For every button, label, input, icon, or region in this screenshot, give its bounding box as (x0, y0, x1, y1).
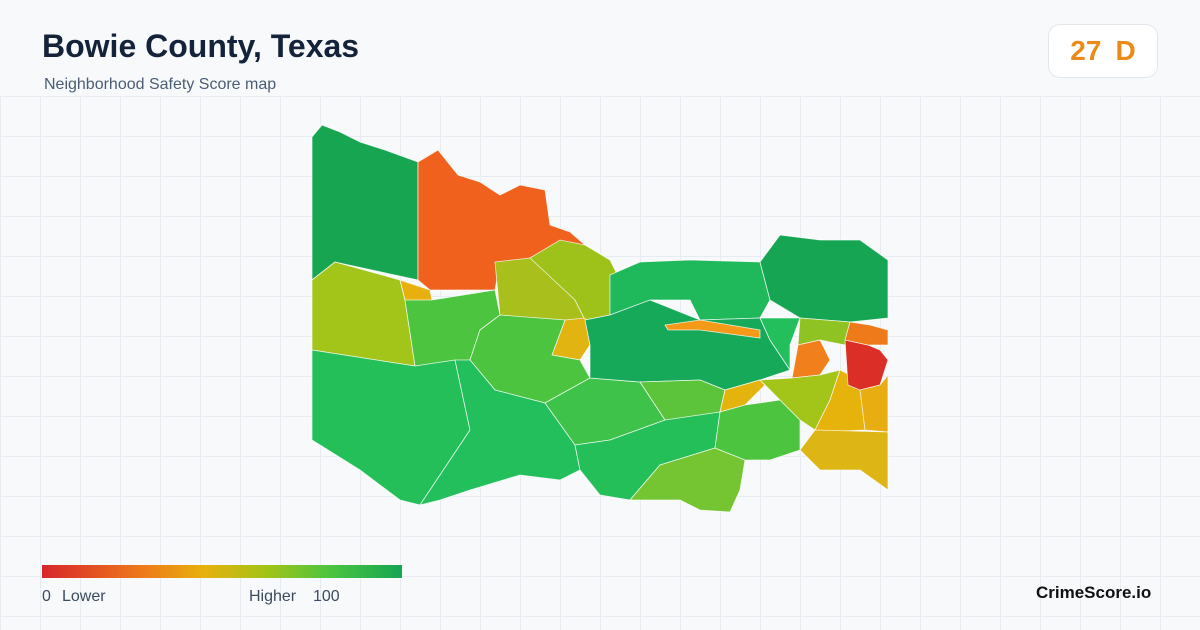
legend-min-label: Lower (62, 588, 106, 605)
brand: CrimeScore.io (1036, 583, 1152, 602)
legend-max-label: Higher (249, 588, 297, 605)
region (791, 339, 831, 379)
region (844, 321, 889, 346)
region (311, 124, 419, 281)
score-grade: D (1115, 35, 1136, 66)
legend-max-tick: 100 (313, 588, 340, 605)
region (664, 319, 761, 339)
region (859, 373, 889, 433)
title: Bowie County, Texas (42, 28, 360, 64)
subtitle: Neighborhood Safety Score map (44, 76, 277, 93)
score-value: 27 (1070, 35, 1102, 66)
region (759, 234, 889, 323)
region (799, 429, 889, 491)
region (844, 339, 889, 391)
legend-min-tick: 0 (42, 588, 51, 605)
region (419, 359, 581, 506)
legend-gradient (42, 565, 402, 578)
region (759, 317, 801, 372)
score-badge: 27 D (1048, 24, 1158, 78)
region (797, 317, 851, 346)
region (311, 261, 416, 367)
region (719, 379, 766, 413)
